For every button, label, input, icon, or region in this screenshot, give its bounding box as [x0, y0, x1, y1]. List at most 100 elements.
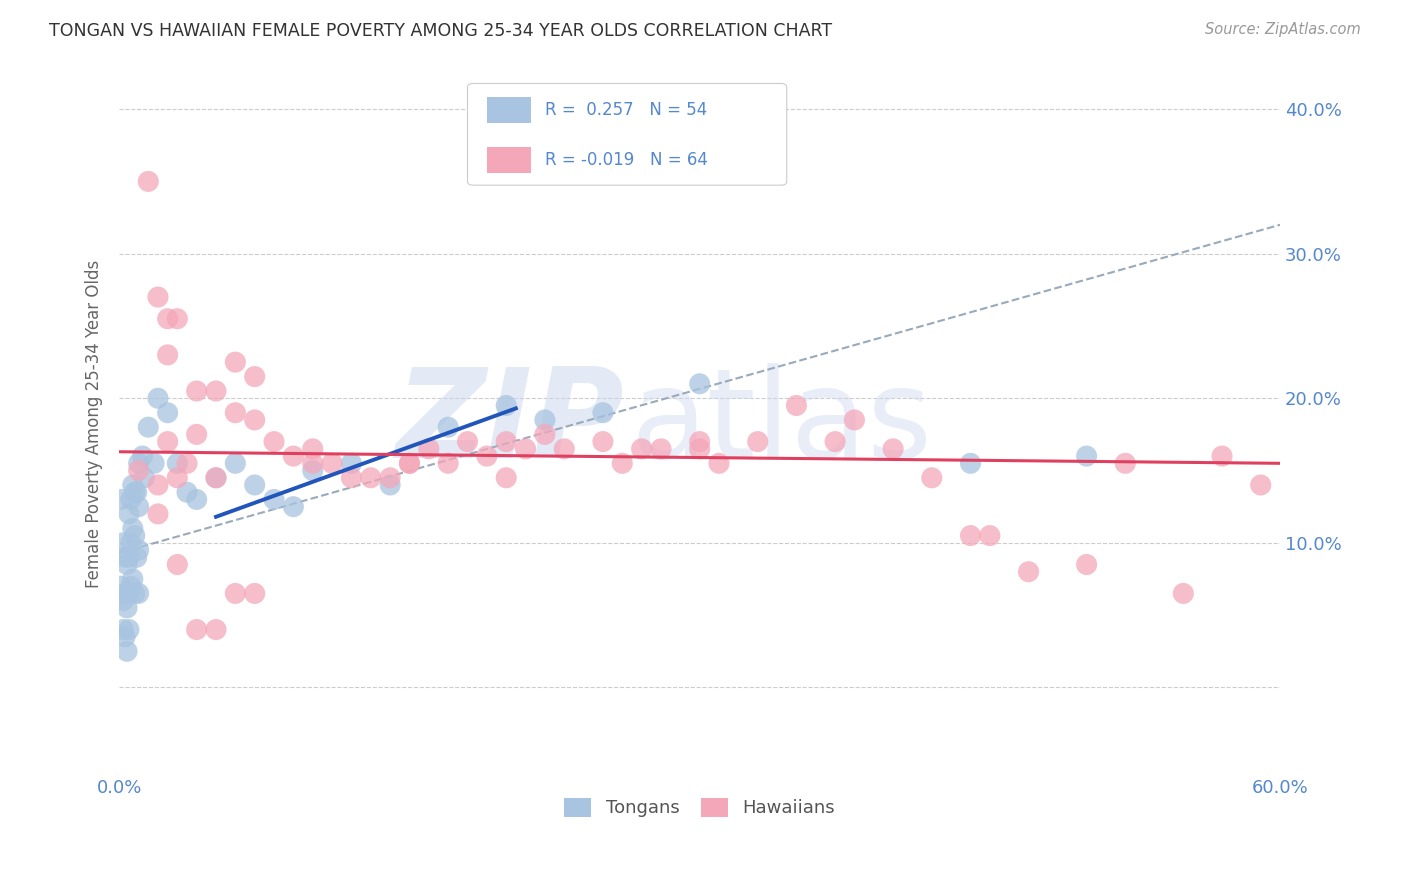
Point	[1076, 558, 1098, 572]
Point	[437, 456, 460, 470]
Point	[134, 471, 156, 485]
Point	[630, 442, 652, 456]
Point	[125, 550, 148, 565]
Point	[553, 442, 575, 456]
Legend: Tongans, Hawaiians: Tongans, Hawaiians	[557, 790, 842, 825]
Bar	[488, 146, 531, 173]
Point	[495, 471, 517, 485]
Point	[205, 471, 228, 485]
Point	[979, 528, 1001, 542]
Point	[114, 586, 136, 600]
Text: Source: ZipAtlas.com: Source: ZipAtlas.com	[1205, 22, 1361, 37]
Point	[1173, 586, 1195, 600]
Point	[112, 593, 135, 607]
Point	[321, 456, 343, 470]
Point	[340, 471, 363, 485]
Point	[534, 413, 557, 427]
Point	[959, 528, 981, 542]
Point	[1211, 449, 1233, 463]
Point	[224, 355, 246, 369]
Point	[128, 456, 150, 470]
Point	[112, 536, 135, 550]
Point	[186, 427, 208, 442]
Point	[263, 492, 285, 507]
Point	[115, 558, 138, 572]
Point	[176, 456, 198, 470]
Point	[156, 406, 179, 420]
Point	[707, 456, 730, 470]
Point	[118, 586, 141, 600]
Point	[156, 348, 179, 362]
Point	[844, 413, 866, 427]
Point	[128, 500, 150, 514]
Point	[592, 434, 614, 449]
Point	[457, 434, 479, 449]
Point	[186, 623, 208, 637]
Point	[143, 456, 166, 470]
Point	[378, 471, 401, 485]
Point	[156, 434, 179, 449]
Point	[176, 485, 198, 500]
Point	[156, 311, 179, 326]
Point	[166, 311, 188, 326]
Point	[124, 586, 146, 600]
Point	[612, 456, 634, 470]
Text: ZIP: ZIP	[395, 363, 624, 484]
Point	[824, 434, 846, 449]
Point	[136, 174, 159, 188]
Point	[136, 420, 159, 434]
Point	[166, 558, 188, 572]
Point	[186, 384, 208, 398]
Point	[131, 449, 153, 463]
Point	[263, 434, 285, 449]
Text: TONGAN VS HAWAIIAN FEMALE POVERTY AMONG 25-34 YEAR OLDS CORRELATION CHART: TONGAN VS HAWAIIAN FEMALE POVERTY AMONG …	[49, 22, 832, 40]
Point	[1018, 565, 1040, 579]
Point	[118, 507, 141, 521]
Point	[398, 456, 420, 470]
Point	[224, 456, 246, 470]
Point	[224, 586, 246, 600]
Bar	[488, 97, 531, 123]
Point	[146, 507, 169, 521]
Point	[110, 579, 132, 593]
Point	[495, 434, 517, 449]
Point	[283, 500, 305, 514]
Point	[128, 464, 150, 478]
Point	[592, 406, 614, 420]
Point	[118, 550, 141, 565]
Point	[125, 485, 148, 500]
Point	[121, 572, 143, 586]
Point	[146, 391, 169, 405]
Point	[689, 376, 711, 391]
Point	[243, 413, 266, 427]
Point	[378, 478, 401, 492]
Point	[534, 427, 557, 442]
Point	[120, 536, 142, 550]
Point	[205, 384, 228, 398]
Point	[689, 434, 711, 449]
Point	[243, 478, 266, 492]
Point	[112, 623, 135, 637]
Point	[301, 464, 323, 478]
Point	[128, 586, 150, 600]
Point	[959, 456, 981, 470]
Point	[785, 399, 807, 413]
Point	[121, 478, 143, 492]
Point	[128, 543, 150, 558]
Point	[166, 456, 188, 470]
Point	[882, 442, 904, 456]
Point	[515, 442, 537, 456]
Point	[418, 442, 440, 456]
Text: atlas: atlas	[630, 363, 932, 484]
Point	[243, 586, 266, 600]
Point	[115, 600, 138, 615]
Point	[124, 485, 146, 500]
Point	[283, 449, 305, 463]
Point	[121, 521, 143, 535]
Point	[166, 471, 188, 485]
Point	[146, 478, 169, 492]
Point	[360, 471, 382, 485]
Point	[243, 369, 266, 384]
Point	[115, 644, 138, 658]
Point	[120, 492, 142, 507]
